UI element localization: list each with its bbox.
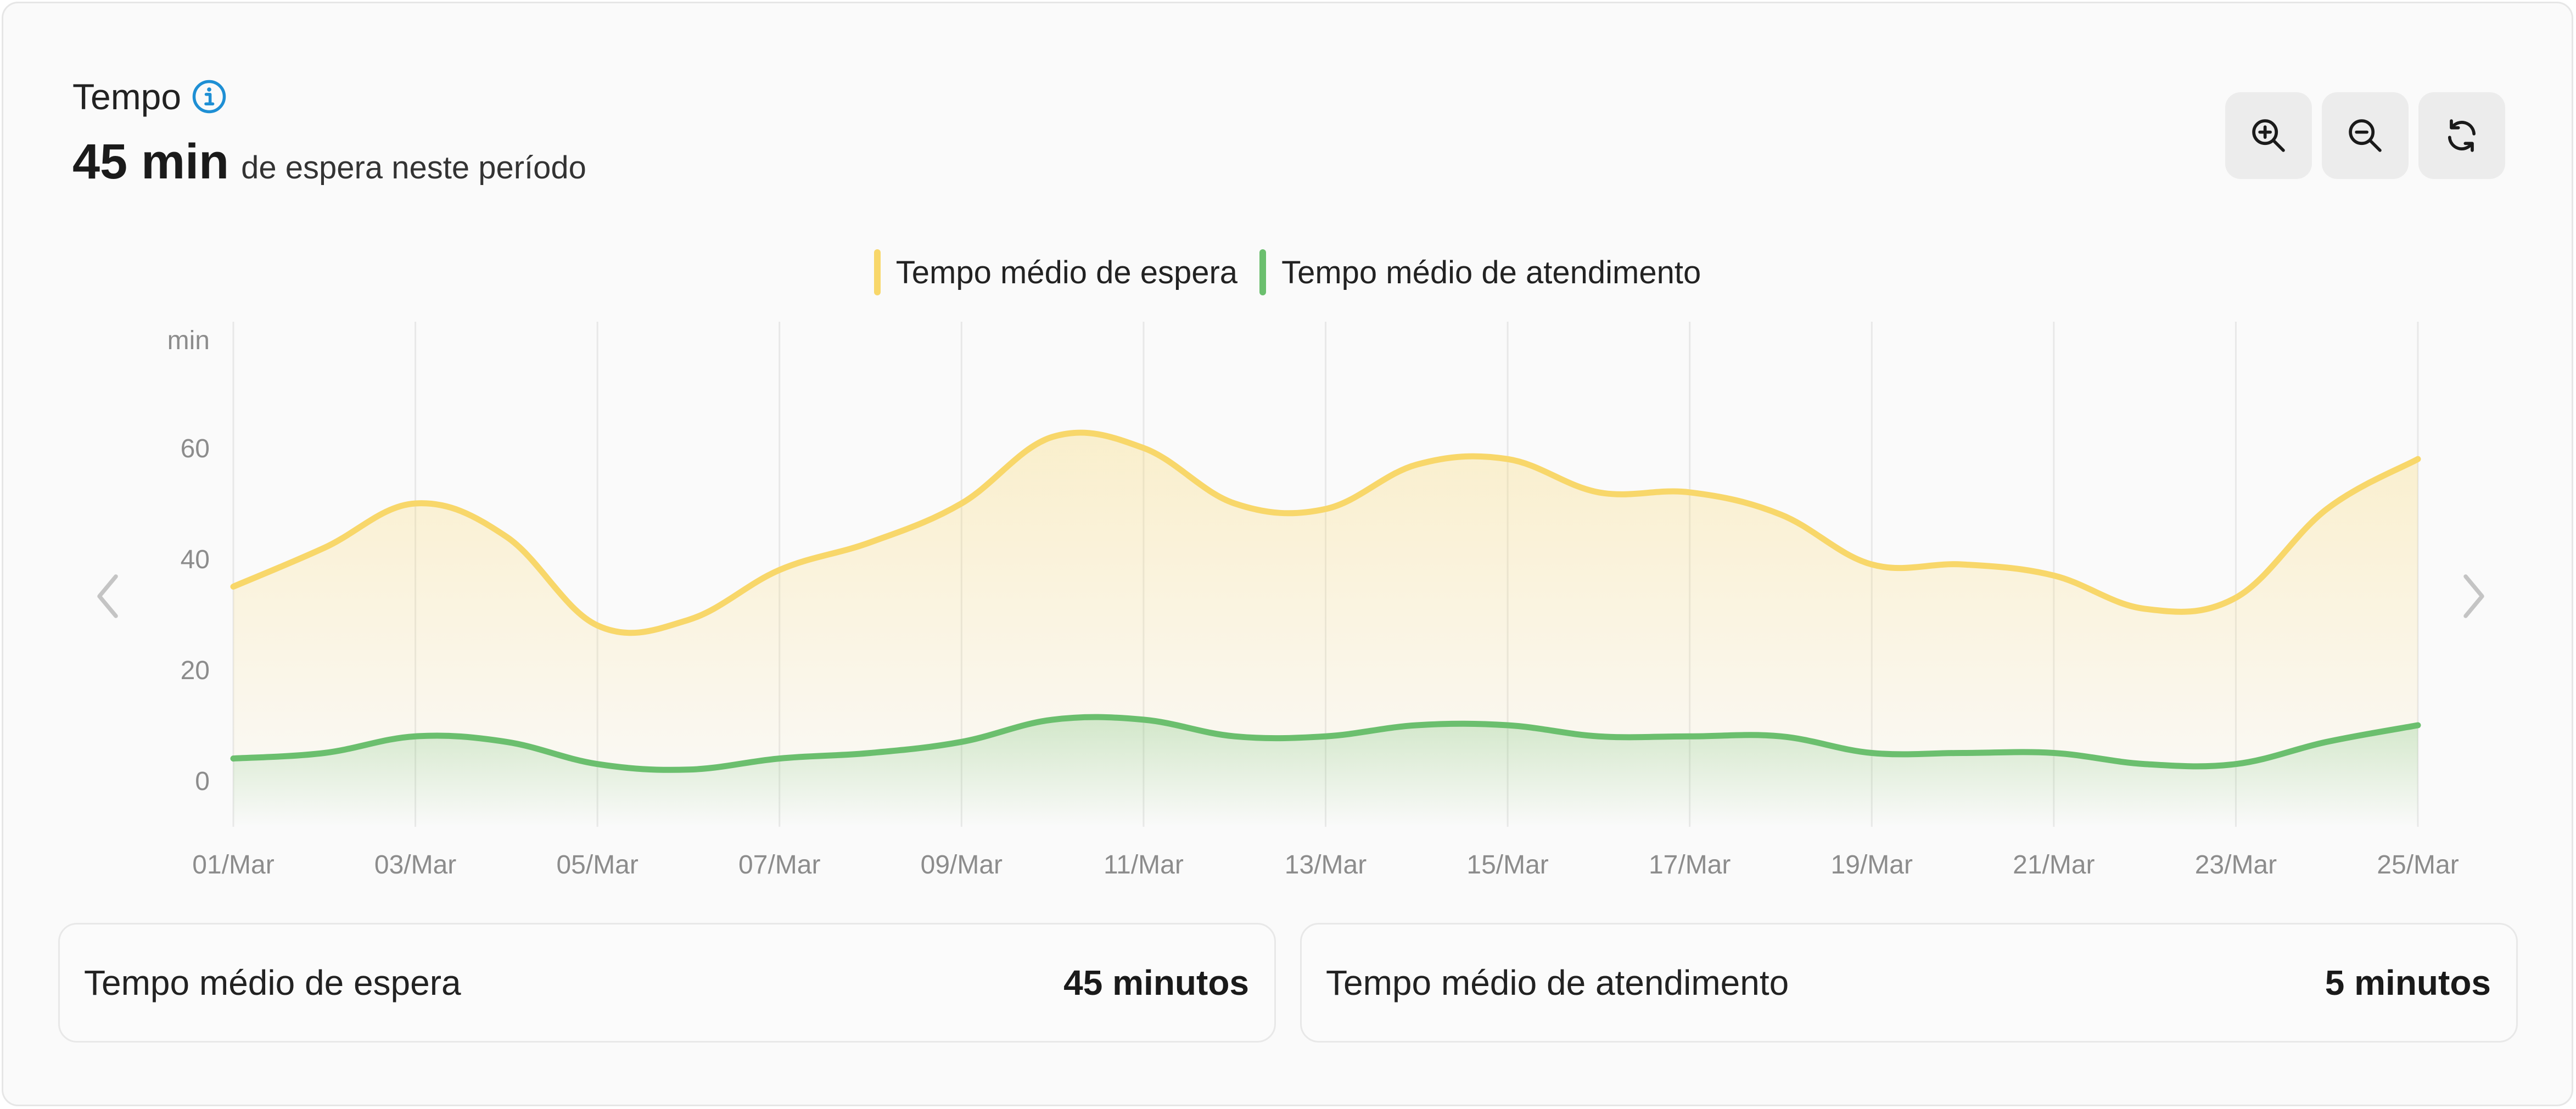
- zoom-in-icon: [2252, 119, 2285, 152]
- zoom-in-button[interactable]: [2225, 92, 2312, 179]
- stat-box-wait: Tempo médio de espera 45 minutos: [58, 923, 1276, 1043]
- card-title-row: Tempo: [72, 76, 227, 117]
- series-line-0: [230, 429, 2421, 636]
- card-title: Tempo: [72, 76, 182, 117]
- chevron-left-icon: [97, 574, 118, 618]
- stat-label-service: Tempo médio de atendimento: [1326, 963, 1789, 1002]
- series-area-0: [233, 433, 2418, 827]
- chart-legend: Tempo médio de espera Tempo médio de ate…: [3, 249, 2572, 295]
- series-area-1: [233, 717, 2418, 827]
- zoom-out-button[interactable]: [2322, 92, 2409, 179]
- y-tick-label: 20: [181, 656, 210, 685]
- series-line-1: [230, 714, 2421, 773]
- x-tick-label: 01/Mar: [192, 850, 274, 880]
- legend-swatch-service: [1259, 249, 1267, 295]
- stat-box-service: Tempo médio de atendimento 5 minutos: [1300, 923, 2518, 1043]
- refresh-icon: [2448, 119, 2476, 152]
- wait-total-value: 45 min: [72, 135, 229, 189]
- x-tick-label: 19/Mar: [1831, 850, 1913, 880]
- zoom-out-icon: [2349, 119, 2382, 152]
- next-period-button[interactable]: [2457, 572, 2490, 621]
- x-tick-label: 11/Mar: [1104, 850, 1184, 880]
- stat-label-wait: Tempo médio de espera: [84, 963, 461, 1002]
- y-tick-label: 0: [195, 767, 210, 796]
- legend-item-wait[interactable]: Tempo médio de espera: [873, 249, 1238, 295]
- x-tick-label: 23/Mar: [2195, 850, 2277, 880]
- x-tick-label: 05/Mar: [556, 850, 638, 880]
- x-tick-label: 03/Mar: [374, 850, 456, 880]
- legend-label-service: Tempo médio de atendimento: [1281, 254, 1701, 290]
- x-tick-label: 15/Mar: [1466, 850, 1548, 880]
- reset-zoom-button[interactable]: [2418, 92, 2505, 179]
- x-tick-label: 25/Mar: [2377, 850, 2459, 880]
- x-tick-label: 13/Mar: [1285, 850, 1367, 880]
- wait-total-caption: de espera neste período: [241, 150, 586, 186]
- legend-swatch-wait: [873, 249, 881, 295]
- time-chart: 0 20 40 60 min 01/Mar 03/Mar 05/Mar 07/Mar 09/Mar…: [167, 322, 2459, 880]
- x-tick-label: 17/Mar: [1649, 850, 1731, 880]
- previous-period-button[interactable]: [91, 572, 124, 621]
- stat-value-service: 5 minutos: [2325, 963, 2491, 1002]
- legend-label-wait: Tempo médio de espera: [895, 254, 1238, 290]
- x-tick-label: 09/Mar: [921, 850, 1003, 880]
- y-tick-label: 60: [181, 434, 210, 463]
- y-tick-label: 40: [181, 545, 210, 574]
- info-icon[interactable]: [191, 79, 227, 115]
- stat-value-wait: 45 minutos: [1063, 963, 1249, 1002]
- x-tick-label: 21/Mar: [2013, 850, 2095, 880]
- chevron-right-icon: [2463, 574, 2484, 618]
- x-tick-label: 07/Mar: [738, 850, 820, 880]
- y-axis-label: min: [167, 326, 210, 355]
- headline: 45 min de espera neste período: [72, 134, 586, 191]
- legend-item-service[interactable]: Tempo médio de atendimento: [1259, 249, 1701, 295]
